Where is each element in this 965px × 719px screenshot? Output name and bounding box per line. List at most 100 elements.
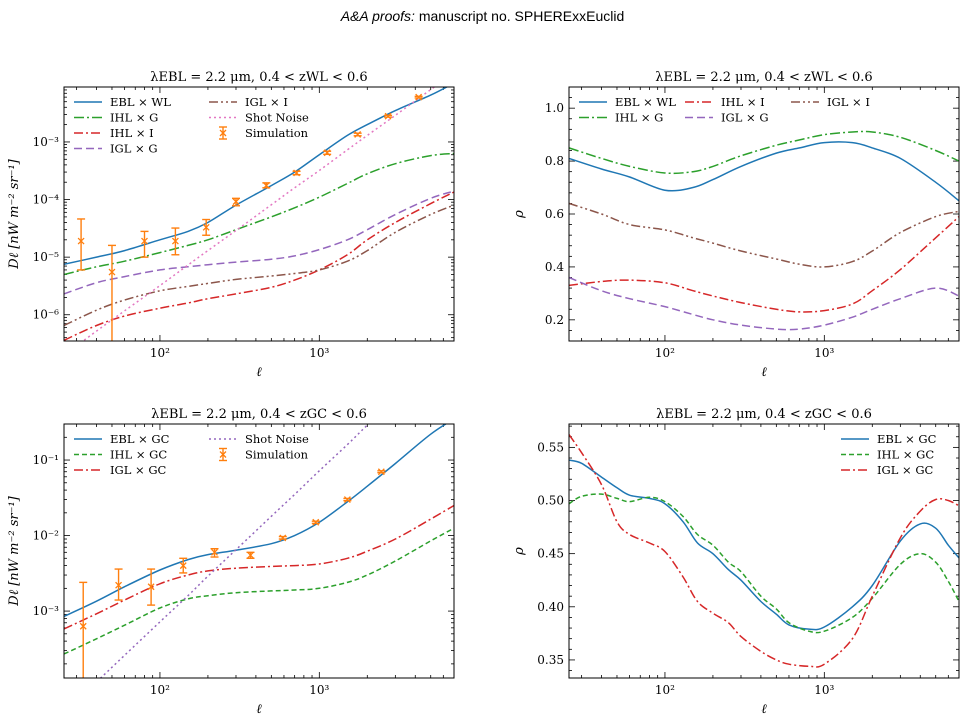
series-line [569,141,959,202]
y-tick-label: 10⁻⁴ [33,193,60,207]
series-line [569,130,959,175]
simulation-marker [343,496,351,503]
simulation-marker [323,149,331,157]
x-tick-label: 10² [655,346,675,360]
simulation-marker [108,268,116,276]
legend-label: IHL × I [721,95,765,109]
simulation-marker [179,562,187,570]
y-axis-label: Dℓ [nW m⁻² sr⁻¹] [7,158,22,269]
panel-3: λEBL = 2.2 μm, 0.4 < zGC < 0.6 10² 10³ 10⁻³… [7,407,455,717]
simulation-marker [77,237,85,245]
panel-title: λEBL = 2.2 μm, 0.4 < zGC < 0.6 [656,407,872,422]
journal-label: A&A proofs: [340,8,415,24]
simulation-marker [202,223,210,231]
legend-label: IHL × GC [877,448,934,462]
plot-area [569,434,959,668]
panel-title: λEBL = 2.2 μm, 0.4 < zGC < 0.6 [151,407,367,422]
plot-area [64,424,454,678]
legend-label: Simulation [245,448,309,462]
y-tick-label: 10⁻³ [33,604,60,618]
legend-label: EBL × GC [110,432,170,446]
y-tick-label: 0.45 [537,547,564,561]
x-axis-label: ℓ [256,702,262,717]
legend-label: IHL × I [110,126,154,140]
legend-label: IGL × G [110,142,158,156]
plot-area [64,87,454,341]
series-line [64,504,454,630]
plot-area [569,130,959,331]
y-tick-label: 0.2 [545,313,564,327]
panel-title: λEBL = 2.2 μm, 0.4 < zWL < 0.6 [150,70,367,85]
x-axis-label: ℓ [761,702,767,717]
series-line [64,191,454,341]
y-tick-label: 0.50 [537,494,564,508]
legend-label: IHL × G [615,111,663,125]
legend-swatch-marker [219,129,227,137]
series-line [64,424,448,618]
series-line [569,434,959,668]
page-header: A&A proofs: manuscript no. SPHERExxEucli… [0,8,965,24]
x-tick-label: 10³ [309,346,329,360]
series-line [569,202,959,268]
series-line [81,87,436,341]
y-tick-label: 10⁻⁶ [33,308,60,322]
legend-label: IHL × G [110,111,158,125]
manuscript-label: manuscript no. SPHERExxEuclid [418,8,625,24]
simulation-marker [232,198,240,206]
series-line [64,204,454,327]
legend-label: EBL × GC [877,432,937,446]
simulation-marker [377,468,385,476]
legend-label: IGL × G [721,111,769,125]
simulation-marker [115,581,123,589]
legend-label: IGL × GC [110,463,166,477]
axes-frame [568,423,960,679]
axes-frame [63,86,455,342]
simulation-marker [262,182,270,190]
legend-label: Shot Noise [245,432,309,446]
series-line [64,152,454,276]
y-axis-label: ρ [512,547,527,556]
series-line [64,527,454,655]
legend-label: Shot Noise [245,111,309,125]
simulation-marker [211,548,218,556]
y-tick-label: 0.8 [545,154,564,168]
panel-1: λEBL = 2.2 μm, 0.4 < zWL < 0.6 10² 10³ 10⁻⁶… [7,70,455,380]
simulation-marker [354,130,362,138]
y-axis-label: ρ [512,210,527,219]
simulation-marker [171,237,179,245]
panel-4: λEBL = 2.2 μm, 0.4 < zGC < 0.6 10² 10³ 0.35… [512,407,960,717]
y-tick-label: 1.0 [545,101,564,115]
panel-title: λEBL = 2.2 μm, 0.4 < zWL < 0.6 [655,70,872,85]
y-tick-label: 0.4 [545,260,564,274]
x-tick-label: 10² [655,683,675,697]
x-tick-label: 10² [150,346,170,360]
y-axis-label: Dℓ [nW m⁻² sr⁻¹] [7,495,22,606]
x-tick-label: 10² [150,683,170,697]
x-tick-label: 10³ [814,346,834,360]
y-tick-label: 0.6 [545,207,564,221]
y-tick-label: 0.35 [537,653,564,667]
y-tick-label: 10⁻³ [33,135,60,149]
x-axis-label: ℓ [761,365,767,380]
simulation-marker [141,237,148,245]
x-tick-label: 10³ [309,683,329,697]
simulation-marker [279,534,287,542]
legend-label: EBL × WL [110,95,171,109]
legend-label: IHL × GC [110,448,167,462]
legend-swatch-marker [219,451,227,458]
simulation-marker [312,518,320,526]
simulation-marker [415,93,423,101]
series-line [64,190,454,295]
legend-label: IGL × I [245,95,288,109]
series-line [569,459,959,631]
series-line [569,276,959,331]
legend-label: EBL × WL [615,95,676,109]
axes-frame [568,86,960,342]
simulation-marker [79,622,87,630]
x-tick-label: 10³ [814,683,834,697]
legend-label: IGL × I [827,95,870,109]
